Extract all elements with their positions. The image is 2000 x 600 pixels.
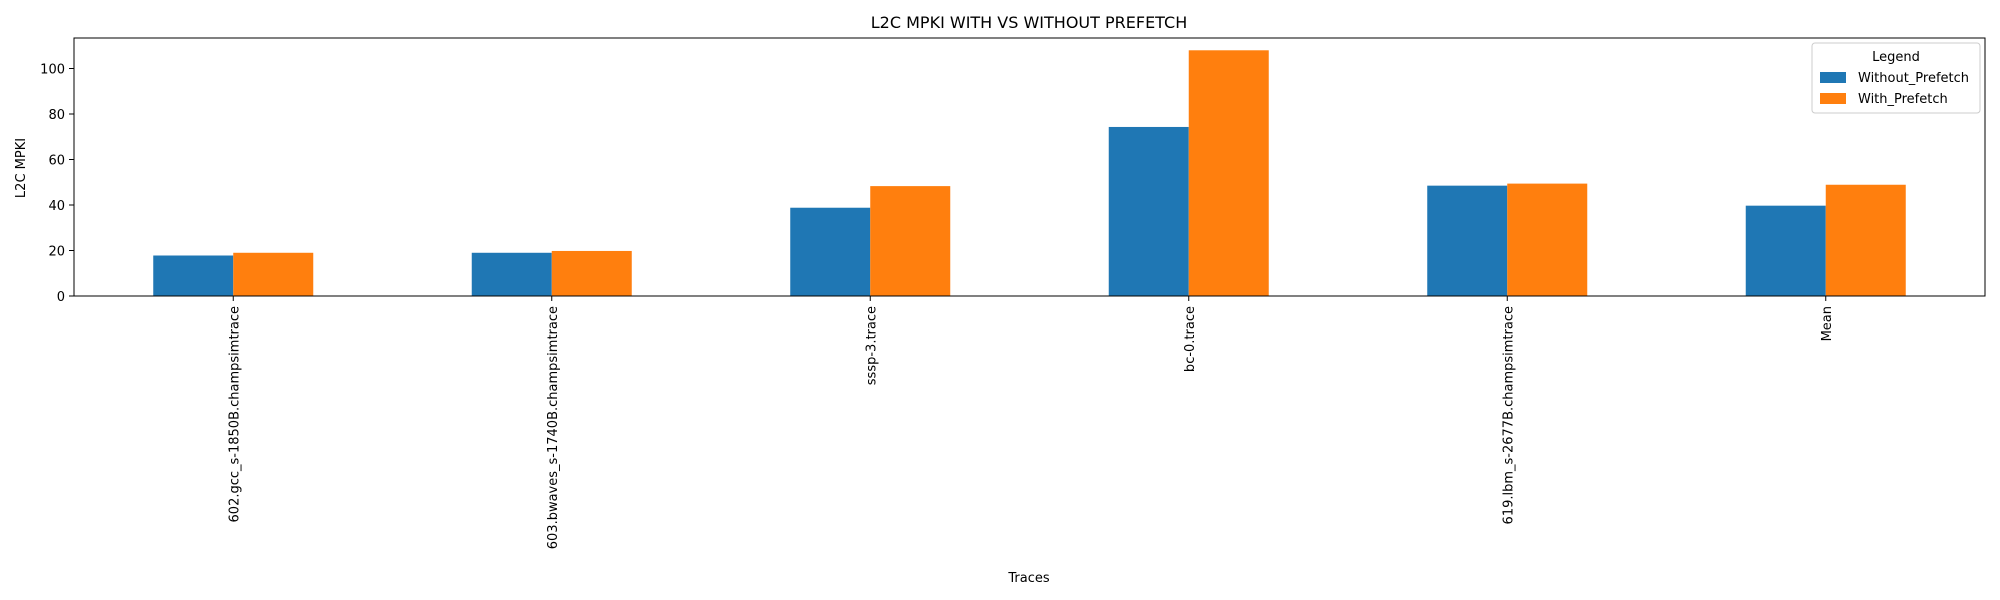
bar-without-prefetch-3 [1108, 126, 1189, 296]
bar-without-prefetch-0 [153, 255, 234, 296]
legend-label-with-prefetch: With_Prefetch [1858, 92, 1948, 107]
bar-without-prefetch-4 [1427, 185, 1508, 296]
x-tick-label: 602.gcc_s-1850B.champsimtrace [227, 306, 242, 522]
legend-label-without-prefetch: Without_Prefetch [1858, 71, 1969, 86]
y-axis-label: L2C MPKI [14, 138, 29, 198]
y-tick-label: 60 [48, 153, 65, 168]
x-tick-label: sssp-3.trace [864, 306, 879, 385]
x-tick-label: 619.lbm_s-2677B.champsimtrace [1501, 306, 1516, 524]
chart-title: L2C MPKI WITH VS WITHOUT PREFETCH [871, 13, 1187, 32]
legend: Legend Without_Prefetch With_Prefetch [1811, 42, 1981, 114]
bar-without-prefetch-2 [790, 207, 871, 296]
x-tick-label: bc-0.trace [1183, 306, 1198, 372]
bar-with-prefetch-3 [1188, 50, 1269, 297]
y-tick-label: 0 [57, 290, 65, 305]
bar-with-prefetch-5 [1825, 184, 1906, 296]
bar-with-prefetch-1 [551, 250, 632, 296]
y-tick-label: 100 [40, 62, 65, 77]
bar-with-prefetch-4 [1507, 183, 1588, 296]
x-tick-label: Mean [1820, 306, 1835, 341]
legend-frame [1811, 42, 1981, 114]
y-tick-label: 20 [48, 244, 65, 259]
x-tick-label: 603.bwaves_s-1740B.champsimtrace [546, 306, 561, 549]
legend-swatch-without-prefetch [1820, 72, 1846, 83]
plot-frame [73, 37, 1986, 297]
legend-title: Legend [1872, 50, 1920, 65]
bar-without-prefetch-1 [471, 252, 552, 296]
plot-area: 0 20 40 60 80 100 602.gcc_s-1850B.champsimtrac… [40, 37, 1986, 549]
x-axis-label: Traces [1007, 571, 1049, 586]
legend-swatch-with-prefetch [1820, 93, 1846, 104]
y-tick-label: 80 [48, 108, 65, 123]
bar-without-prefetch-5 [1745, 205, 1826, 296]
bar-with-prefetch-2 [870, 186, 951, 296]
y-tick-label: 40 [48, 199, 65, 214]
bar-with-prefetch-0 [233, 252, 314, 296]
